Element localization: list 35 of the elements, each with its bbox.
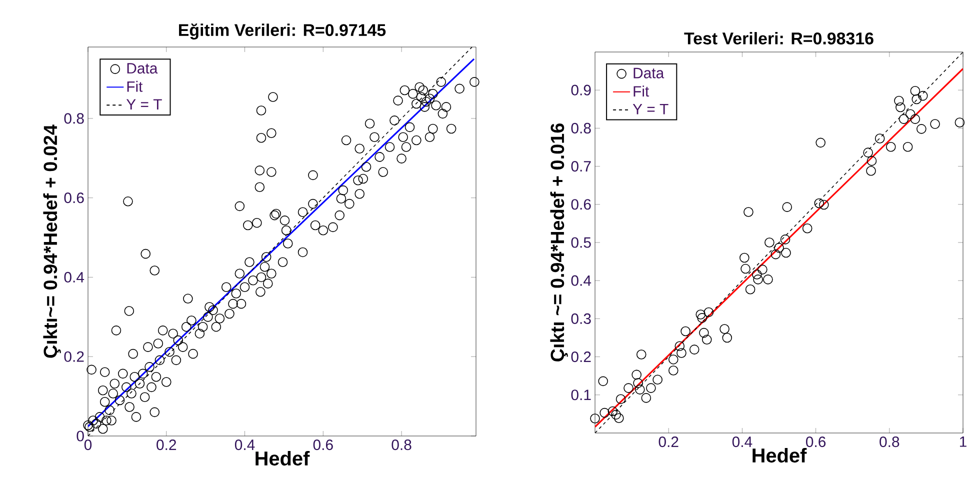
x-tick-label: 0.8 xyxy=(880,436,900,448)
x-tick-label: 0.6 xyxy=(313,440,333,450)
x-tick-label: 0.4 xyxy=(732,436,752,448)
y-tick-label: 0.2 xyxy=(571,352,591,362)
y-tick-label: 0.4 xyxy=(571,275,592,286)
y-tick-label: 0.7 xyxy=(571,161,591,172)
chart-title: Test Verileri: R=0.98316 xyxy=(684,32,874,44)
x-tick-label: 0.8 xyxy=(392,440,412,450)
y-tick-label: 0.8 xyxy=(64,113,84,124)
x-axis-title: Hedef xyxy=(256,450,310,466)
y-tick-label: 0.2 xyxy=(64,351,84,362)
y-tick-label: 0.5 xyxy=(571,237,591,248)
x-axis-title: Hedef xyxy=(752,448,807,463)
x-tick-label: 0.4 xyxy=(234,440,255,450)
chart-title: Eğitim Verileri: R=0.97145 xyxy=(179,23,386,40)
x-tick-label: 0.2 xyxy=(658,436,678,448)
y-tick-label: 0.6 xyxy=(64,192,84,204)
x-tick-label: 0.6 xyxy=(806,436,826,448)
y-tick-label: 0.6 xyxy=(571,199,591,210)
y-axis-title: Çıktı~= 0.94*Hedef + 0.024 xyxy=(43,124,61,358)
legend-label: Data xyxy=(634,68,664,78)
y-tick-label: 0.1 xyxy=(571,390,591,400)
legend-label: Y = T xyxy=(632,104,668,114)
y-tick-label: 0.3 xyxy=(571,313,591,324)
y-tick-label: 0.9 xyxy=(571,84,591,96)
y-tick-label: 0.8 xyxy=(571,122,591,134)
legend-label: Y = T xyxy=(126,99,162,110)
y-axis-title: Çıktı ~= 0.94*Hedef + 0.016 xyxy=(550,124,568,362)
legend-label: Data xyxy=(127,63,158,74)
x-tick-label: 0.2 xyxy=(156,440,176,450)
legend-label: Fit xyxy=(634,86,650,97)
y-tick-label: 0.4 xyxy=(64,272,84,283)
x-tick-label: 1 xyxy=(960,436,966,447)
legend-label: Fit xyxy=(127,80,143,92)
x-tick-label: 0 xyxy=(84,440,92,450)
